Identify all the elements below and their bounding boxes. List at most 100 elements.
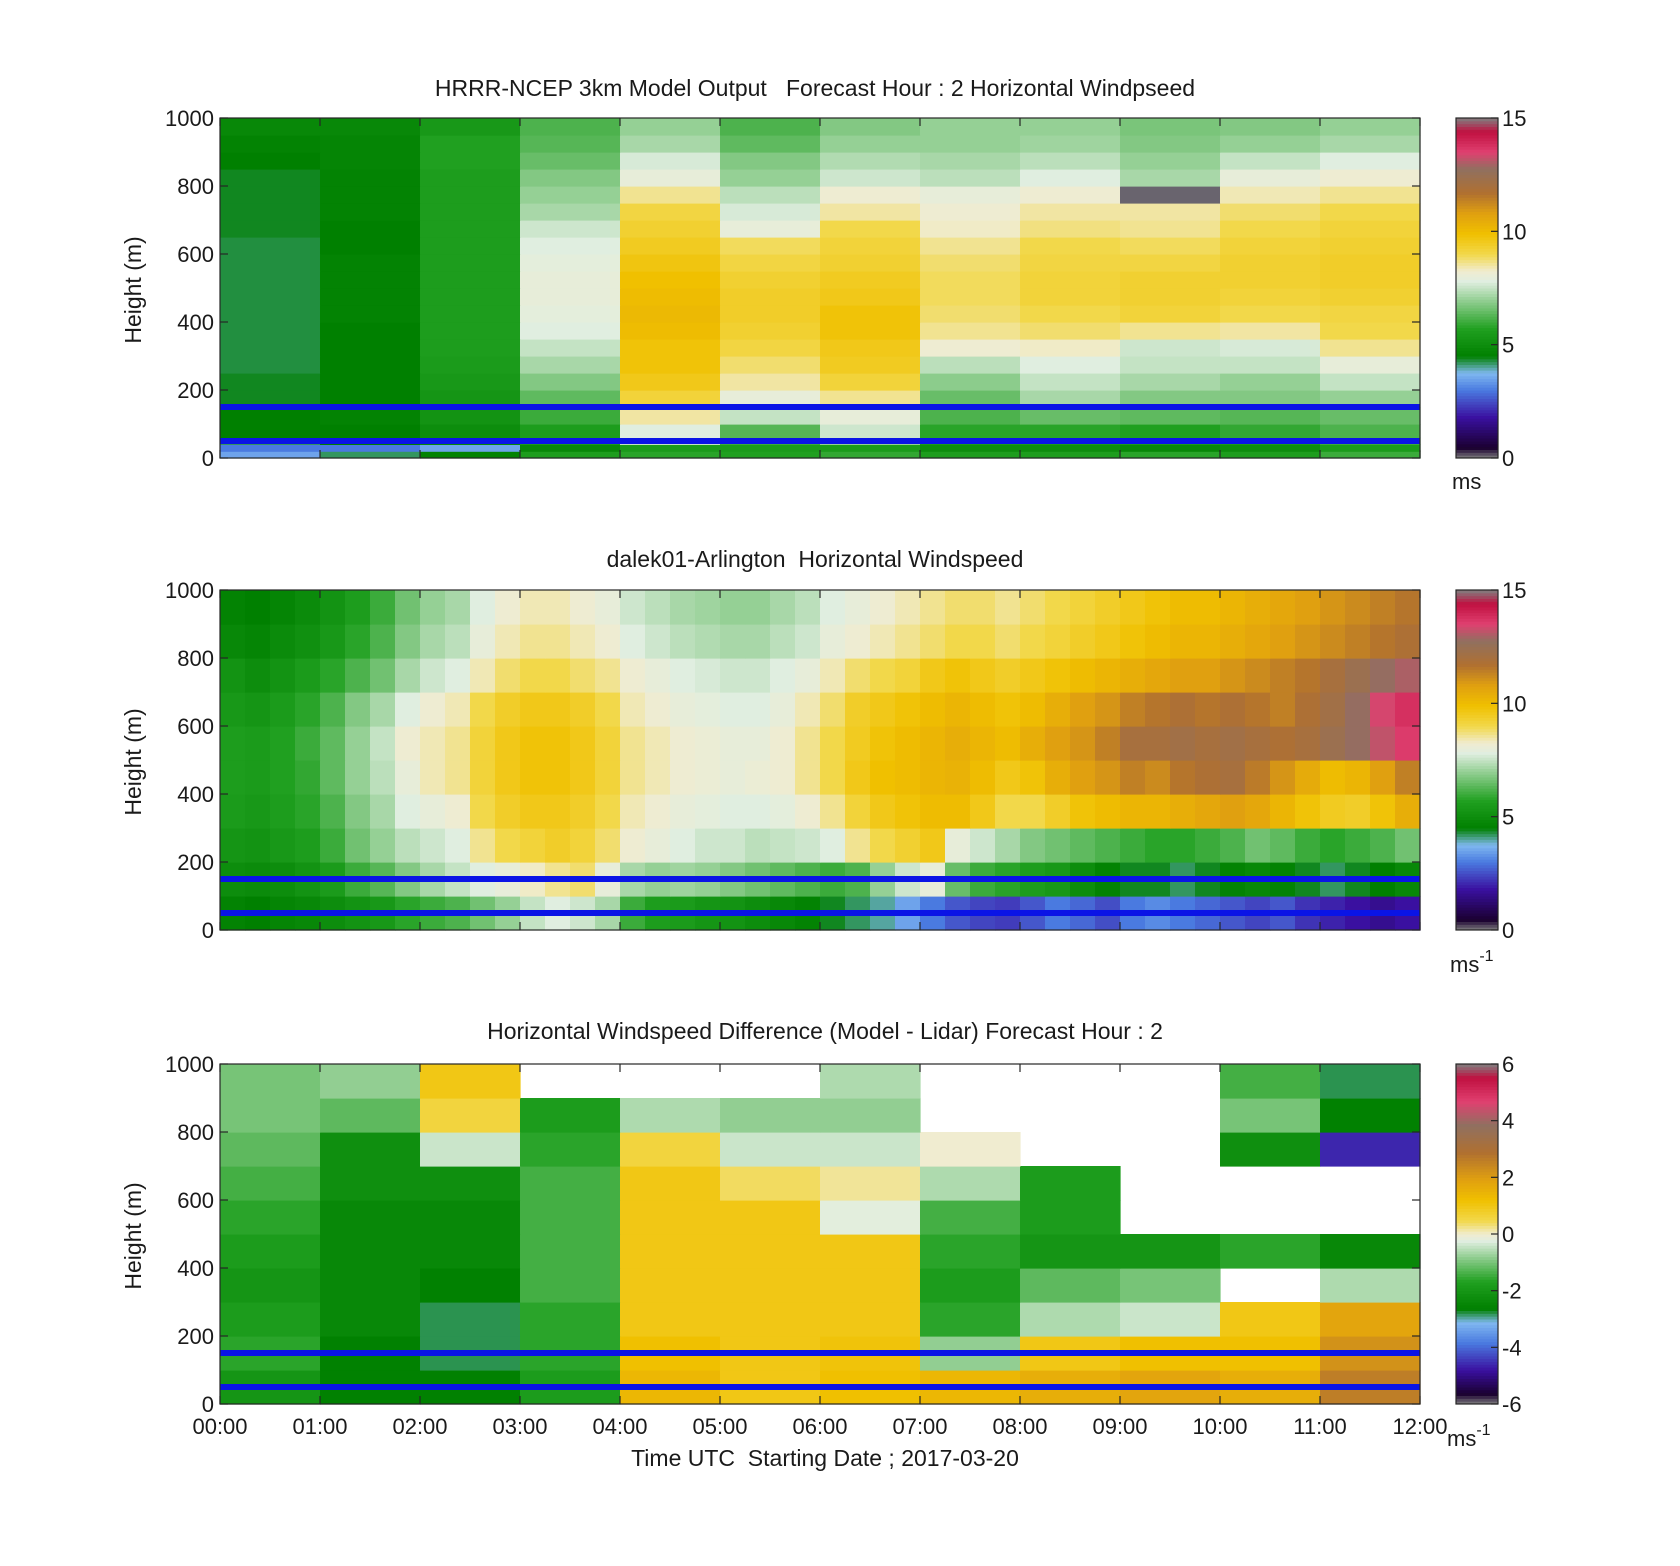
colorbar-swatch (1456, 361, 1498, 365)
colorbar-swatch (1456, 675, 1498, 679)
colorbar-swatch (1456, 924, 1498, 928)
heatmap-cell (1220, 828, 1246, 863)
heatmap-cell (445, 760, 471, 795)
heatmap-cell (920, 1166, 1021, 1201)
heatmap-cell (820, 254, 921, 272)
heatmap-cell (770, 794, 796, 829)
panel-difference-colorbar: -6 -4 -2 0 2 4 6 (1455, 1052, 1522, 1417)
heatmap-cell (370, 658, 396, 693)
colorbar-swatch (1456, 251, 1498, 255)
heatmap-cell (620, 451, 721, 459)
heatmap-cell (520, 339, 621, 357)
colorbar-swatch (1456, 1205, 1498, 1209)
colorbar-swatch (1456, 1370, 1498, 1374)
colorbar-swatch (1456, 794, 1498, 798)
colorbar-swatch (1456, 819, 1498, 823)
heatmap-cell (1220, 407, 1321, 425)
heatmap-cell (795, 760, 821, 795)
heatmap-cell (1045, 828, 1071, 863)
heatmap-cell (1295, 624, 1321, 659)
heatmap-cell (1120, 1234, 1221, 1269)
colorbar-swatch (1456, 1112, 1498, 1116)
heatmap-cell (220, 169, 321, 187)
heatmap-cell (920, 407, 1021, 425)
colorbar-swatch (1456, 791, 1498, 795)
heatmap-cell (345, 590, 371, 625)
heatmap-cell (1220, 339, 1321, 357)
colorbar-swatch (1456, 703, 1498, 707)
colorbar-swatch (1456, 1106, 1498, 1110)
heatmap-cell (995, 658, 1021, 693)
colorbar-swatch (1456, 1123, 1498, 1127)
heatmap-cell (820, 692, 846, 727)
colorbar-swatch (1456, 1197, 1498, 1201)
colorbar-swatch (1456, 839, 1498, 843)
heatmap-cell (520, 760, 546, 795)
heatmap-cell (620, 135, 721, 153)
colorbar-swatch (1456, 1364, 1498, 1368)
heatmap-cell (295, 624, 321, 659)
colorbar-swatch (1456, 1378, 1498, 1382)
heatmap-cell (420, 271, 521, 289)
colorbar-swatch (1456, 1146, 1498, 1150)
heatmap-cell (220, 1302, 321, 1337)
colorbar-swatch (1456, 652, 1498, 656)
colorbar-frame (1455, 117, 1499, 459)
colorbar-swatch (1456, 847, 1498, 852)
heatmap-cell (845, 658, 871, 693)
heatmap-cell (1020, 1200, 1121, 1235)
colorbar-swatch (1456, 1202, 1498, 1207)
heatmap-cell (395, 760, 421, 795)
heatmap-cell (1120, 451, 1221, 459)
colorbar-swatch (1456, 1372, 1498, 1377)
colorbar-swatch (1456, 1381, 1498, 1385)
heatmap-cell (370, 624, 396, 659)
heatmap-cell (1095, 828, 1121, 863)
panel-lidar-colorbar: 0 5 10 15 (1455, 578, 1526, 943)
heatmap-cell (370, 726, 396, 761)
colorbar-swatch (1456, 367, 1498, 371)
heatmap-cell (1195, 828, 1221, 863)
heatmap-cell (995, 590, 1021, 625)
panel-lidar-title: dalek01-Arlington Horizontal Windspeed (607, 546, 1024, 572)
heatmap-cell (795, 726, 821, 761)
y-tick-label: 800 (177, 646, 214, 671)
heatmap-cell (720, 135, 821, 153)
heatmap-cell (720, 1200, 821, 1235)
heatmap-cell (645, 794, 671, 829)
heatmap-cell (1195, 658, 1221, 693)
heatmap-cell (1020, 424, 1121, 439)
colorbar-swatch (1456, 711, 1498, 716)
colorbar-swatch (1456, 700, 1498, 704)
heatmap-cell (620, 1132, 721, 1167)
heatmap-cell (1120, 424, 1221, 439)
heatmap-cell (245, 692, 271, 727)
heatmap-cell (420, 1098, 521, 1133)
colorbar-swatch (1456, 171, 1498, 176)
colorbar-swatch (1456, 1239, 1498, 1243)
colorbar-swatch (1456, 1304, 1498, 1309)
colorbar-swatch (1456, 1126, 1498, 1130)
panel-lidar-y-ticks: 0 200 400 600 800 1000 (165, 578, 1420, 943)
heatmap-cell (420, 118, 521, 136)
heatmap-cell (970, 624, 996, 659)
heatmap-cell (270, 590, 296, 625)
colorbar-swatch (1456, 1307, 1498, 1311)
colorbar-swatch (1456, 692, 1498, 696)
heatmap-cell (820, 828, 846, 863)
heatmap-cell (1020, 726, 1046, 761)
heatmap-cell (770, 828, 796, 863)
colorbar-swatch (1456, 299, 1498, 303)
heatmap-cell (820, 1200, 921, 1235)
colorbar-swatch (1456, 1117, 1498, 1122)
colorbar-swatch (1456, 339, 1498, 343)
colorbar-swatch (1456, 601, 1498, 605)
heatmap-cell (220, 356, 321, 374)
heatmap-cell (220, 322, 321, 340)
colorbar-swatch (1456, 680, 1498, 684)
heatmap-cell (520, 390, 621, 408)
colorbar-swatch (1456, 822, 1498, 826)
colorbar-swatch (1456, 384, 1498, 388)
heatmap-cell (970, 590, 996, 625)
colorbar-swatch (1456, 867, 1498, 871)
